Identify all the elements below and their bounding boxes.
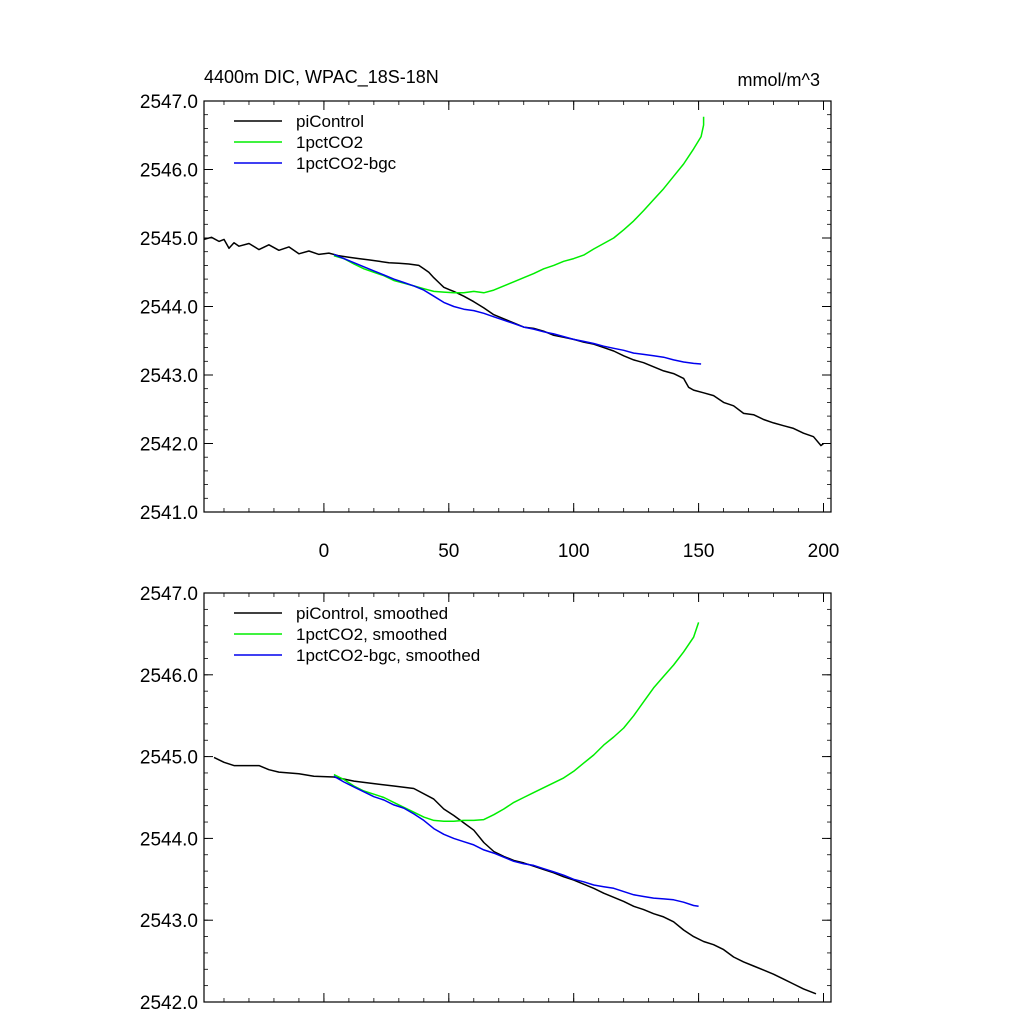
- y-tick-label: 2547.0: [140, 584, 198, 605]
- y-tick-label: 2542.0: [140, 435, 198, 456]
- legend-label: piControl, smoothed: [296, 604, 448, 623]
- x-tick-label: 50: [438, 541, 459, 562]
- legend-label: 1pctCO2-bgc, smoothed: [296, 646, 480, 665]
- legend-label: 1pctCO2: [296, 133, 363, 152]
- series-line: [203, 236, 824, 447]
- y-tick-label: 2546.0: [140, 161, 198, 182]
- top-axes-ticks: 2541.0 2542.0 2543.0 2544.0 2545.0 2546.0 2547…: [140, 92, 839, 562]
- y-tick-label: 2542.0: [140, 993, 198, 1014]
- chart-title: 4400m DIC, WPAC_18S-18N: [204, 67, 439, 88]
- y-tick-label: 2544.0: [140, 298, 198, 319]
- series-line: [333, 622, 700, 822]
- bottom-legend: piControl, smoothed 1pctCO2, smoothed 1pct…: [234, 604, 480, 665]
- legend-label: 1pctCO2-bgc: [296, 154, 397, 173]
- y-tick-label: 2547.0: [140, 92, 198, 113]
- series-line: [213, 756, 817, 995]
- x-tick-label: 0: [319, 541, 330, 562]
- bottom-series-lines: [213, 622, 817, 995]
- top-legend: piControl 1pctCO2 1pctCO2-bgc: [234, 112, 397, 173]
- series-line: [333, 116, 705, 294]
- y-tick-label: 2546.0: [140, 666, 198, 687]
- y-tick-label: 2543.0: [140, 366, 198, 387]
- legend-label: 1pctCO2, smoothed: [296, 625, 447, 644]
- bottom-axes-ticks: 2542.0 2543.0 2544.0 2545.0 2546.0 2547.0: [140, 584, 831, 1014]
- x-tick-label: 150: [683, 541, 715, 562]
- y-tick-label: 2544.0: [140, 829, 198, 850]
- bottom-plot-frame: [203, 592, 832, 1003]
- y-tick-label: 2541.0: [140, 503, 198, 524]
- top-series-lines: [203, 116, 824, 447]
- bottom-panel: 2542.0 2543.0 2544.0 2545.0 2546.0 2547.0 piC…: [140, 584, 832, 1014]
- x-tick-label: 200: [808, 541, 840, 562]
- series-line: [333, 253, 702, 365]
- units-label: mmol/m^3: [738, 70, 820, 90]
- y-tick-label: 2545.0: [140, 748, 198, 769]
- top-panel: 2541.0 2542.0 2543.0 2544.0 2545.0 2546.0 2547…: [140, 92, 839, 562]
- y-tick-label: 2543.0: [140, 911, 198, 932]
- y-tick-label: 2545.0: [140, 229, 198, 250]
- legend-label: piControl: [296, 112, 364, 131]
- series-line: [333, 775, 699, 908]
- x-tick-label: 100: [558, 541, 590, 562]
